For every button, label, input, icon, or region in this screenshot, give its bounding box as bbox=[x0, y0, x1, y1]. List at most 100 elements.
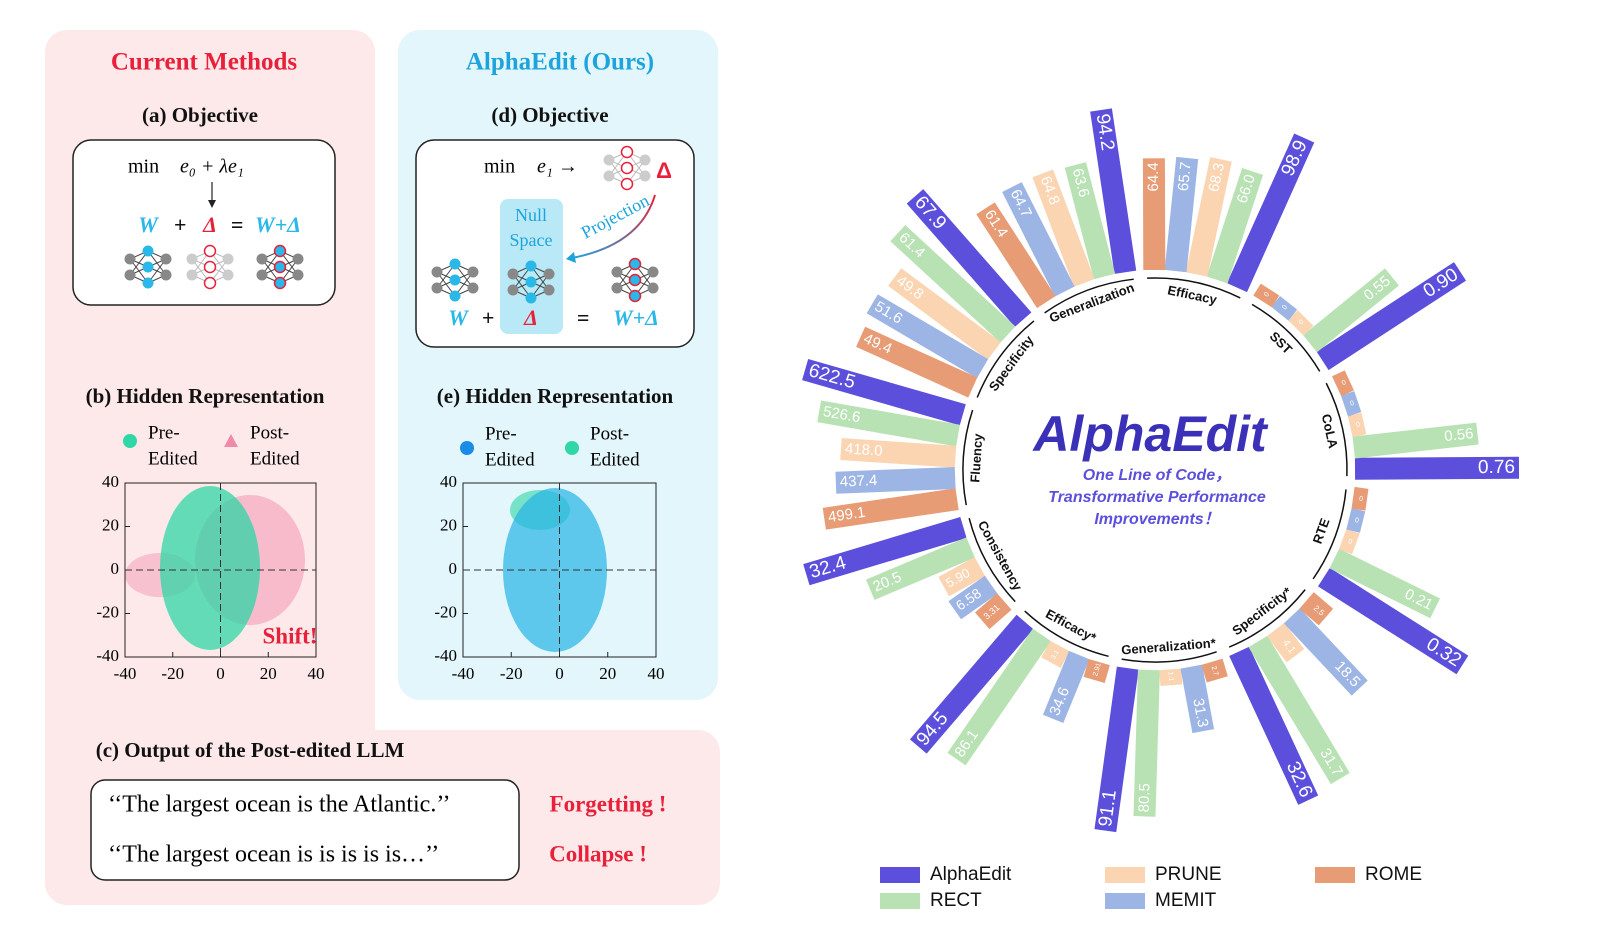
bar bbox=[974, 593, 1012, 630]
equation: W + Δ = W+Δ bbox=[138, 212, 301, 237]
group-arc bbox=[968, 518, 1016, 603]
arrow-head bbox=[208, 200, 216, 208]
category-label: Fluency bbox=[967, 432, 985, 483]
category-label: Generalization* bbox=[1121, 635, 1217, 657]
legend-label: MEMIT bbox=[1155, 890, 1217, 911]
network-node bbox=[525, 292, 537, 304]
bar bbox=[1226, 133, 1315, 293]
bar bbox=[1299, 592, 1334, 626]
category-label: Efficacy* bbox=[1043, 606, 1099, 646]
network-node bbox=[203, 244, 217, 258]
value-label: 91.1 bbox=[1095, 789, 1121, 829]
section-title: (b) Hidden Representation bbox=[86, 384, 325, 408]
bar bbox=[938, 557, 986, 597]
bar bbox=[948, 575, 998, 620]
bar bbox=[1340, 391, 1362, 417]
network-node bbox=[124, 253, 136, 265]
legend-swatch bbox=[1105, 867, 1145, 883]
x-tick-label: 40 bbox=[308, 664, 325, 683]
network-icon bbox=[124, 245, 172, 289]
network-node bbox=[620, 145, 634, 159]
network-node bbox=[543, 268, 555, 280]
network-node bbox=[292, 253, 304, 265]
bar bbox=[1271, 295, 1298, 321]
value-label: 0 bbox=[1355, 421, 1360, 429]
output-line: ‘‘The largest ocean is the Atlantic.’’ bbox=[108, 792, 451, 818]
bar bbox=[1303, 268, 1399, 353]
bar bbox=[1316, 262, 1467, 371]
null-space-label: Null bbox=[515, 205, 547, 225]
network-node bbox=[543, 284, 555, 296]
bar bbox=[1329, 548, 1441, 619]
bar bbox=[1332, 370, 1354, 397]
bar bbox=[1351, 486, 1369, 511]
network-node bbox=[603, 170, 615, 182]
legend-marker bbox=[123, 434, 137, 448]
network-node bbox=[142, 261, 154, 273]
legend-label: RECT bbox=[930, 890, 982, 911]
bar bbox=[1206, 168, 1264, 284]
value-label: 32.4 bbox=[807, 552, 849, 583]
bar bbox=[840, 438, 957, 468]
value-label: 0.76 bbox=[1478, 457, 1515, 478]
bar bbox=[888, 268, 1001, 360]
bar bbox=[1347, 412, 1367, 438]
y-tick-label: -20 bbox=[434, 602, 457, 621]
formula: e₀ + λe₁ bbox=[180, 156, 244, 178]
bar bbox=[976, 202, 1056, 309]
network-node bbox=[639, 154, 651, 166]
equation-term: W+Δ bbox=[613, 305, 659, 330]
bar bbox=[1253, 283, 1280, 308]
equation-term: + bbox=[174, 212, 187, 237]
bar bbox=[1185, 157, 1232, 277]
bar bbox=[1180, 664, 1215, 734]
null-space-label: Space bbox=[510, 230, 553, 250]
network-node bbox=[525, 260, 537, 272]
bar bbox=[822, 488, 959, 530]
network-node bbox=[467, 282, 479, 294]
equation-term: W bbox=[138, 212, 159, 237]
bar bbox=[835, 466, 956, 494]
bar bbox=[1090, 108, 1137, 274]
value-label: 0.56 bbox=[1443, 425, 1474, 445]
network-node bbox=[186, 253, 198, 265]
value-label: 65.7 bbox=[1175, 161, 1195, 192]
value-label: 0 bbox=[1349, 400, 1355, 408]
bar bbox=[856, 326, 978, 398]
legend-label: Edited bbox=[590, 449, 640, 470]
bar bbox=[1318, 567, 1469, 675]
network-node bbox=[273, 260, 287, 274]
legend-label: Edited bbox=[148, 448, 198, 469]
verdict: Forgetting ! bbox=[550, 791, 667, 816]
equation-term: = bbox=[231, 212, 244, 237]
value-label: 0 bbox=[1298, 319, 1306, 327]
delta: Δ bbox=[656, 158, 672, 183]
bar bbox=[865, 537, 975, 600]
network-node bbox=[160, 253, 172, 265]
group-arc bbox=[1325, 382, 1348, 477]
value-label: 0 bbox=[1354, 517, 1360, 525]
legend-marker bbox=[224, 434, 238, 447]
bar bbox=[1229, 646, 1319, 805]
bar bbox=[1032, 169, 1095, 287]
legend-swatch bbox=[880, 867, 920, 883]
network-node bbox=[203, 276, 217, 290]
legend-label: Edited bbox=[250, 448, 300, 469]
network-node bbox=[647, 266, 659, 278]
network-node bbox=[467, 266, 479, 278]
bar bbox=[906, 189, 1032, 327]
network-node bbox=[203, 260, 217, 274]
bar bbox=[1248, 635, 1350, 785]
legend-marker bbox=[460, 441, 474, 455]
section-title: (a) Objective bbox=[142, 103, 258, 127]
network-node bbox=[273, 276, 287, 290]
x-tick-label: 20 bbox=[260, 664, 277, 683]
equation-term: Δ bbox=[202, 212, 217, 237]
group-arc bbox=[976, 320, 1035, 398]
group-arc bbox=[1147, 277, 1241, 299]
network-node bbox=[124, 269, 136, 281]
section-title: (e) Hidden Representation bbox=[437, 384, 674, 408]
bar bbox=[1042, 650, 1090, 724]
annotation: Shift! bbox=[263, 623, 318, 648]
legend-label: Post- bbox=[250, 422, 289, 443]
